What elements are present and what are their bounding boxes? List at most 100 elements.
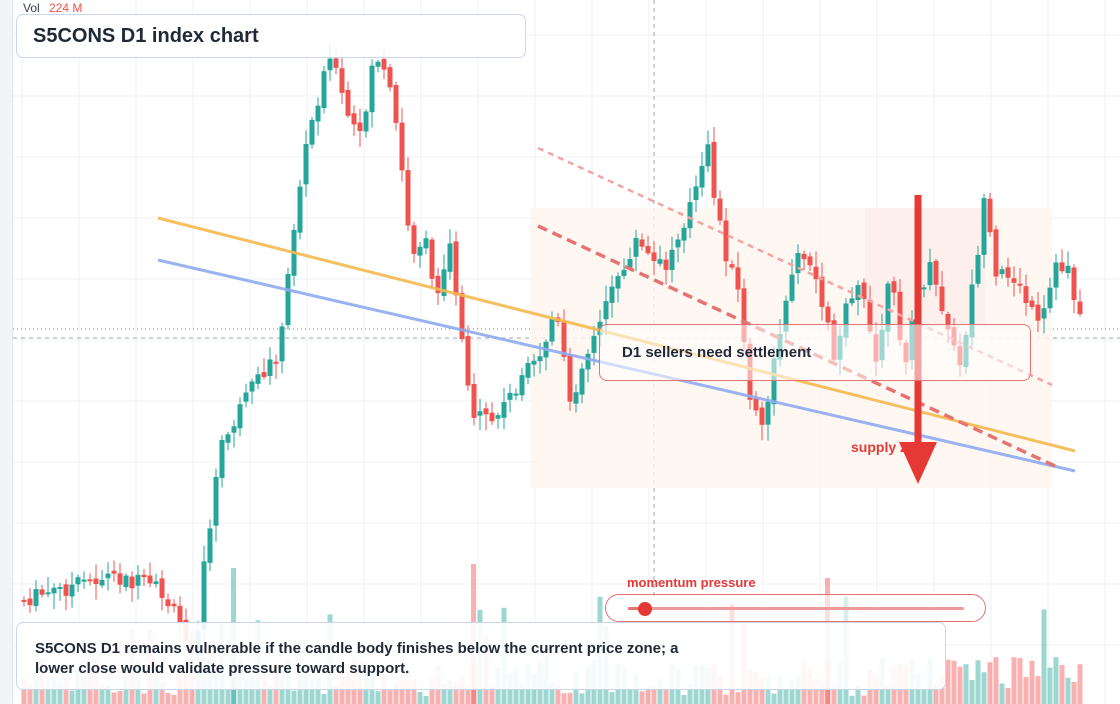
candle-body	[945, 313, 951, 330]
candle-body	[987, 198, 993, 233]
volume-bar	[657, 679, 663, 704]
candle-body	[369, 65, 375, 113]
candle-body	[471, 383, 477, 418]
candle-body	[729, 264, 735, 268]
volume-bar	[957, 666, 963, 704]
candle-body	[981, 198, 987, 255]
volume-bar	[465, 686, 471, 704]
momentum-pressure-slider[interactable]	[605, 594, 986, 622]
candle-body	[69, 584, 75, 597]
candle-body	[1023, 286, 1029, 304]
volume-bar	[1023, 677, 1029, 704]
volume-bar	[999, 683, 1005, 704]
candle-body	[969, 284, 975, 338]
volume-bar	[225, 688, 231, 704]
volume-bar	[81, 678, 87, 704]
volume-bar	[987, 662, 993, 704]
candle-body	[783, 300, 789, 332]
candle-body	[933, 260, 939, 285]
candle-body	[753, 398, 759, 411]
candle-body	[633, 237, 639, 257]
candle-body	[99, 579, 105, 586]
candle-body	[375, 61, 381, 67]
candle-body	[129, 576, 135, 589]
volume-bar	[171, 694, 177, 704]
candle-body	[735, 267, 741, 290]
candle-body	[843, 303, 849, 338]
candle-body	[303, 144, 309, 185]
volume-bar	[645, 686, 651, 704]
volume-bar	[921, 689, 927, 704]
candle-body	[393, 85, 399, 123]
volume-bar	[759, 678, 765, 704]
volume-bar	[1017, 658, 1023, 704]
candle-body	[297, 186, 303, 233]
volume-bar	[975, 660, 981, 704]
volume-bar	[411, 679, 417, 704]
volume-bar	[291, 690, 297, 704]
candle-body	[855, 285, 861, 300]
volume-bar	[1011, 657, 1017, 704]
volume-bar	[939, 676, 945, 704]
volume-bar	[549, 681, 555, 704]
candle-body	[489, 412, 495, 422]
candle-body	[423, 238, 429, 249]
candle-body	[1059, 262, 1065, 272]
candle-body	[819, 276, 825, 307]
volume-bar	[951, 660, 957, 704]
candle-body	[21, 599, 27, 602]
candle-body	[123, 575, 129, 588]
volume-bar	[267, 686, 273, 704]
momentum-thumb[interactable]	[637, 602, 652, 616]
candle-body	[453, 241, 459, 296]
candle-body	[627, 259, 633, 268]
candle-body	[693, 186, 699, 200]
candle-body	[309, 119, 315, 145]
candle-body	[579, 368, 585, 395]
candle-body	[507, 392, 513, 400]
candle-body	[885, 283, 891, 332]
volume-bar	[945, 659, 951, 704]
candle-body	[417, 246, 423, 256]
candle-body	[921, 287, 927, 290]
candle-body	[1077, 301, 1083, 315]
volume-bar	[315, 678, 321, 704]
volume-bar	[429, 678, 435, 704]
volume-bar	[1029, 660, 1035, 704]
candle-body	[975, 254, 981, 284]
candle-body	[513, 393, 519, 396]
candle-body	[273, 361, 279, 364]
volume-bar	[639, 691, 645, 704]
candle-body	[237, 404, 243, 429]
sellers-settlement-callout: D1 sellers need settlement	[599, 324, 1031, 381]
candle-body	[435, 275, 441, 294]
candle-body	[651, 252, 657, 261]
volume-bar	[855, 686, 861, 704]
price-axis-edge	[0, 0, 13, 704]
candle-body	[699, 165, 705, 188]
candle-body	[1029, 300, 1035, 307]
candle-body	[519, 375, 525, 396]
volume-bar	[99, 683, 105, 704]
candle-body	[495, 415, 501, 419]
candle-body	[771, 358, 777, 405]
candle-body	[411, 225, 417, 254]
candle-body	[573, 392, 579, 404]
candle-body	[363, 111, 369, 132]
candle-body	[459, 292, 465, 340]
volume-bar	[993, 657, 999, 704]
candle-body	[501, 402, 507, 418]
candle-body	[621, 269, 627, 276]
candle-body	[405, 170, 411, 226]
candle-body	[105, 573, 111, 579]
volume-bar	[1053, 657, 1059, 704]
candle-body	[591, 335, 597, 353]
volume-bar	[735, 692, 741, 704]
volume-bar	[1005, 687, 1011, 704]
candle-body	[387, 67, 393, 88]
candle-body	[561, 321, 567, 357]
candle-body	[219, 440, 225, 479]
volume-bar	[447, 680, 453, 704]
candle-body	[381, 59, 387, 70]
volume-bar	[309, 680, 315, 704]
